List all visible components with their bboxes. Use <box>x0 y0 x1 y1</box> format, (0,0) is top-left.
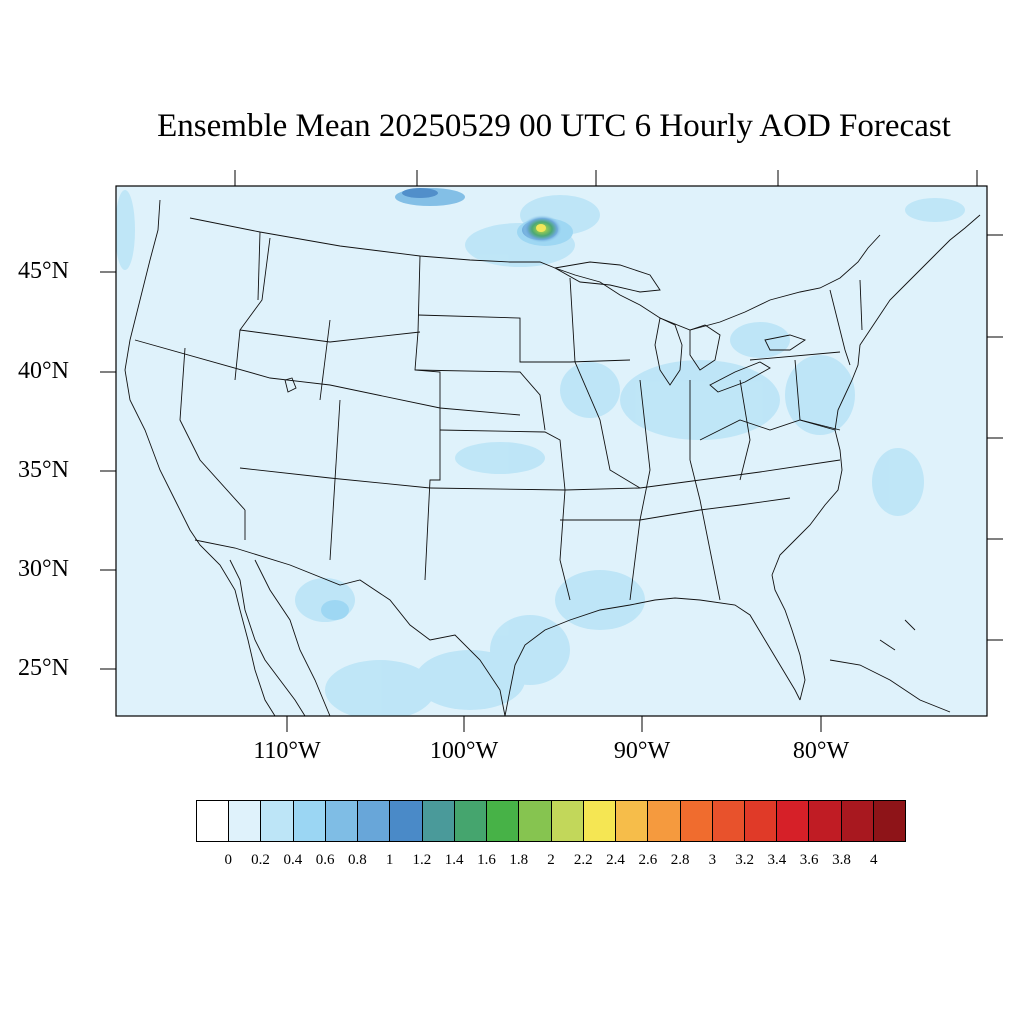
colorbar-swatch <box>777 801 810 841</box>
colorbar-label: 0.4 <box>283 852 303 868</box>
colorbar-swatch <box>841 801 874 841</box>
colorbar-label: 4 <box>869 852 878 868</box>
colorbar-label: 2.4 <box>606 852 625 868</box>
top-ticks <box>234 170 978 186</box>
colorbar-label: 0.2 <box>251 852 270 868</box>
haze-great-lakes-ohio-valley <box>620 360 780 440</box>
coastline-east <box>771 214 981 576</box>
lake-michigan <box>654 317 683 386</box>
lat-label-35: 35°N <box>18 457 69 483</box>
colorbar-swatch <box>873 801 906 841</box>
haze-kansas-oklahoma <box>455 442 545 474</box>
colorbar-label: 3.4 <box>767 852 787 868</box>
colorbar-swatch <box>616 801 649 841</box>
colorbar-label: 1 <box>385 852 394 868</box>
colorbar-swatch <box>261 801 294 841</box>
colorbar-label: 1.2 <box>412 852 432 868</box>
colorbar-swatch <box>551 801 584 841</box>
colorbar-swatch <box>197 801 230 841</box>
colorbar-label: 2.6 <box>638 852 658 868</box>
colorbar-swatch <box>422 801 455 841</box>
lon-label-100w: 100°W <box>429 738 499 764</box>
dust-haze-mexico-texas <box>415 650 525 710</box>
colorbar-swatch <box>680 801 713 841</box>
map-boundaries <box>124 199 981 716</box>
lat-label-30: 30°N <box>18 556 69 582</box>
map-frame <box>115 185 988 717</box>
colorbar-swatch <box>648 801 681 841</box>
colorbar-label: 1.4 <box>444 852 464 868</box>
great-salt-lake <box>284 377 297 393</box>
colorbar-swatch <box>229 801 262 841</box>
colorbar-swatch <box>744 801 778 841</box>
lat-label-45: 45°N <box>18 258 69 284</box>
colorbar-label: 1.6 <box>477 852 496 868</box>
lat-ticks <box>100 271 116 670</box>
border-us-mexico <box>194 539 506 716</box>
colorbar-label: 3.8 <box>832 852 851 868</box>
colorbar-swatch <box>809 801 842 841</box>
colorbar-label: 2.8 <box>670 852 690 868</box>
coastline-cuba <box>829 659 951 713</box>
colorbar-label: 2 <box>547 852 555 868</box>
colorbar-label: 3.2 <box>735 852 754 868</box>
colorbar-label: 0 <box>224 852 233 868</box>
lake-erie <box>709 361 771 393</box>
coastline-west <box>124 199 276 716</box>
haze-gulf-coast <box>555 570 645 630</box>
colorbar-swatch <box>293 801 326 841</box>
colorbar-label: 0.6 <box>315 852 335 868</box>
colorbar-swatch <box>519 801 552 841</box>
colorbar-swatch <box>358 801 391 841</box>
colorbar-swatch <box>390 801 423 841</box>
colorbar-swatch <box>454 801 488 841</box>
colorbar <box>196 800 906 842</box>
colorbar-swatch <box>487 801 520 841</box>
colorbar-swatch <box>583 801 617 841</box>
border-us-canada <box>189 217 881 331</box>
lon-label-80w: 80°W <box>792 738 850 764</box>
lat-label-40: 40°N <box>18 358 69 384</box>
lon-ticks <box>286 716 822 732</box>
colorbar-label: 0.8 <box>347 852 367 868</box>
coastline-gulf <box>504 597 801 716</box>
colorbar-label: 3.6 <box>799 852 819 868</box>
colorbar-label: 3 <box>708 852 717 868</box>
lake-superior <box>553 261 661 293</box>
lake-ontario <box>764 334 807 351</box>
lon-label-110w: 110°W <box>253 738 321 764</box>
colorbar-label: 2.2 <box>573 852 593 868</box>
colorbar-swatch <box>325 801 359 841</box>
lat-label-25: 25°N <box>18 655 69 681</box>
colorbar-label: 1.8 <box>509 852 529 868</box>
right-ticks <box>987 234 1003 641</box>
colorbar-labels: 0 0.2 0.4 0.6 0.8 1 1.2 1.4 1.6 1.8 2 2.2 2.4 2.6 2.8 3… <box>0 852 1024 876</box>
lon-label-90w: 90°W <box>613 738 671 764</box>
map-title: Ensemble Mean 20250529 00 UTC 6 Hourly A… <box>157 108 951 144</box>
lake-huron <box>689 324 721 371</box>
haze-atlantic-offshore <box>872 448 924 516</box>
colorbar-swatch <box>712 801 745 841</box>
